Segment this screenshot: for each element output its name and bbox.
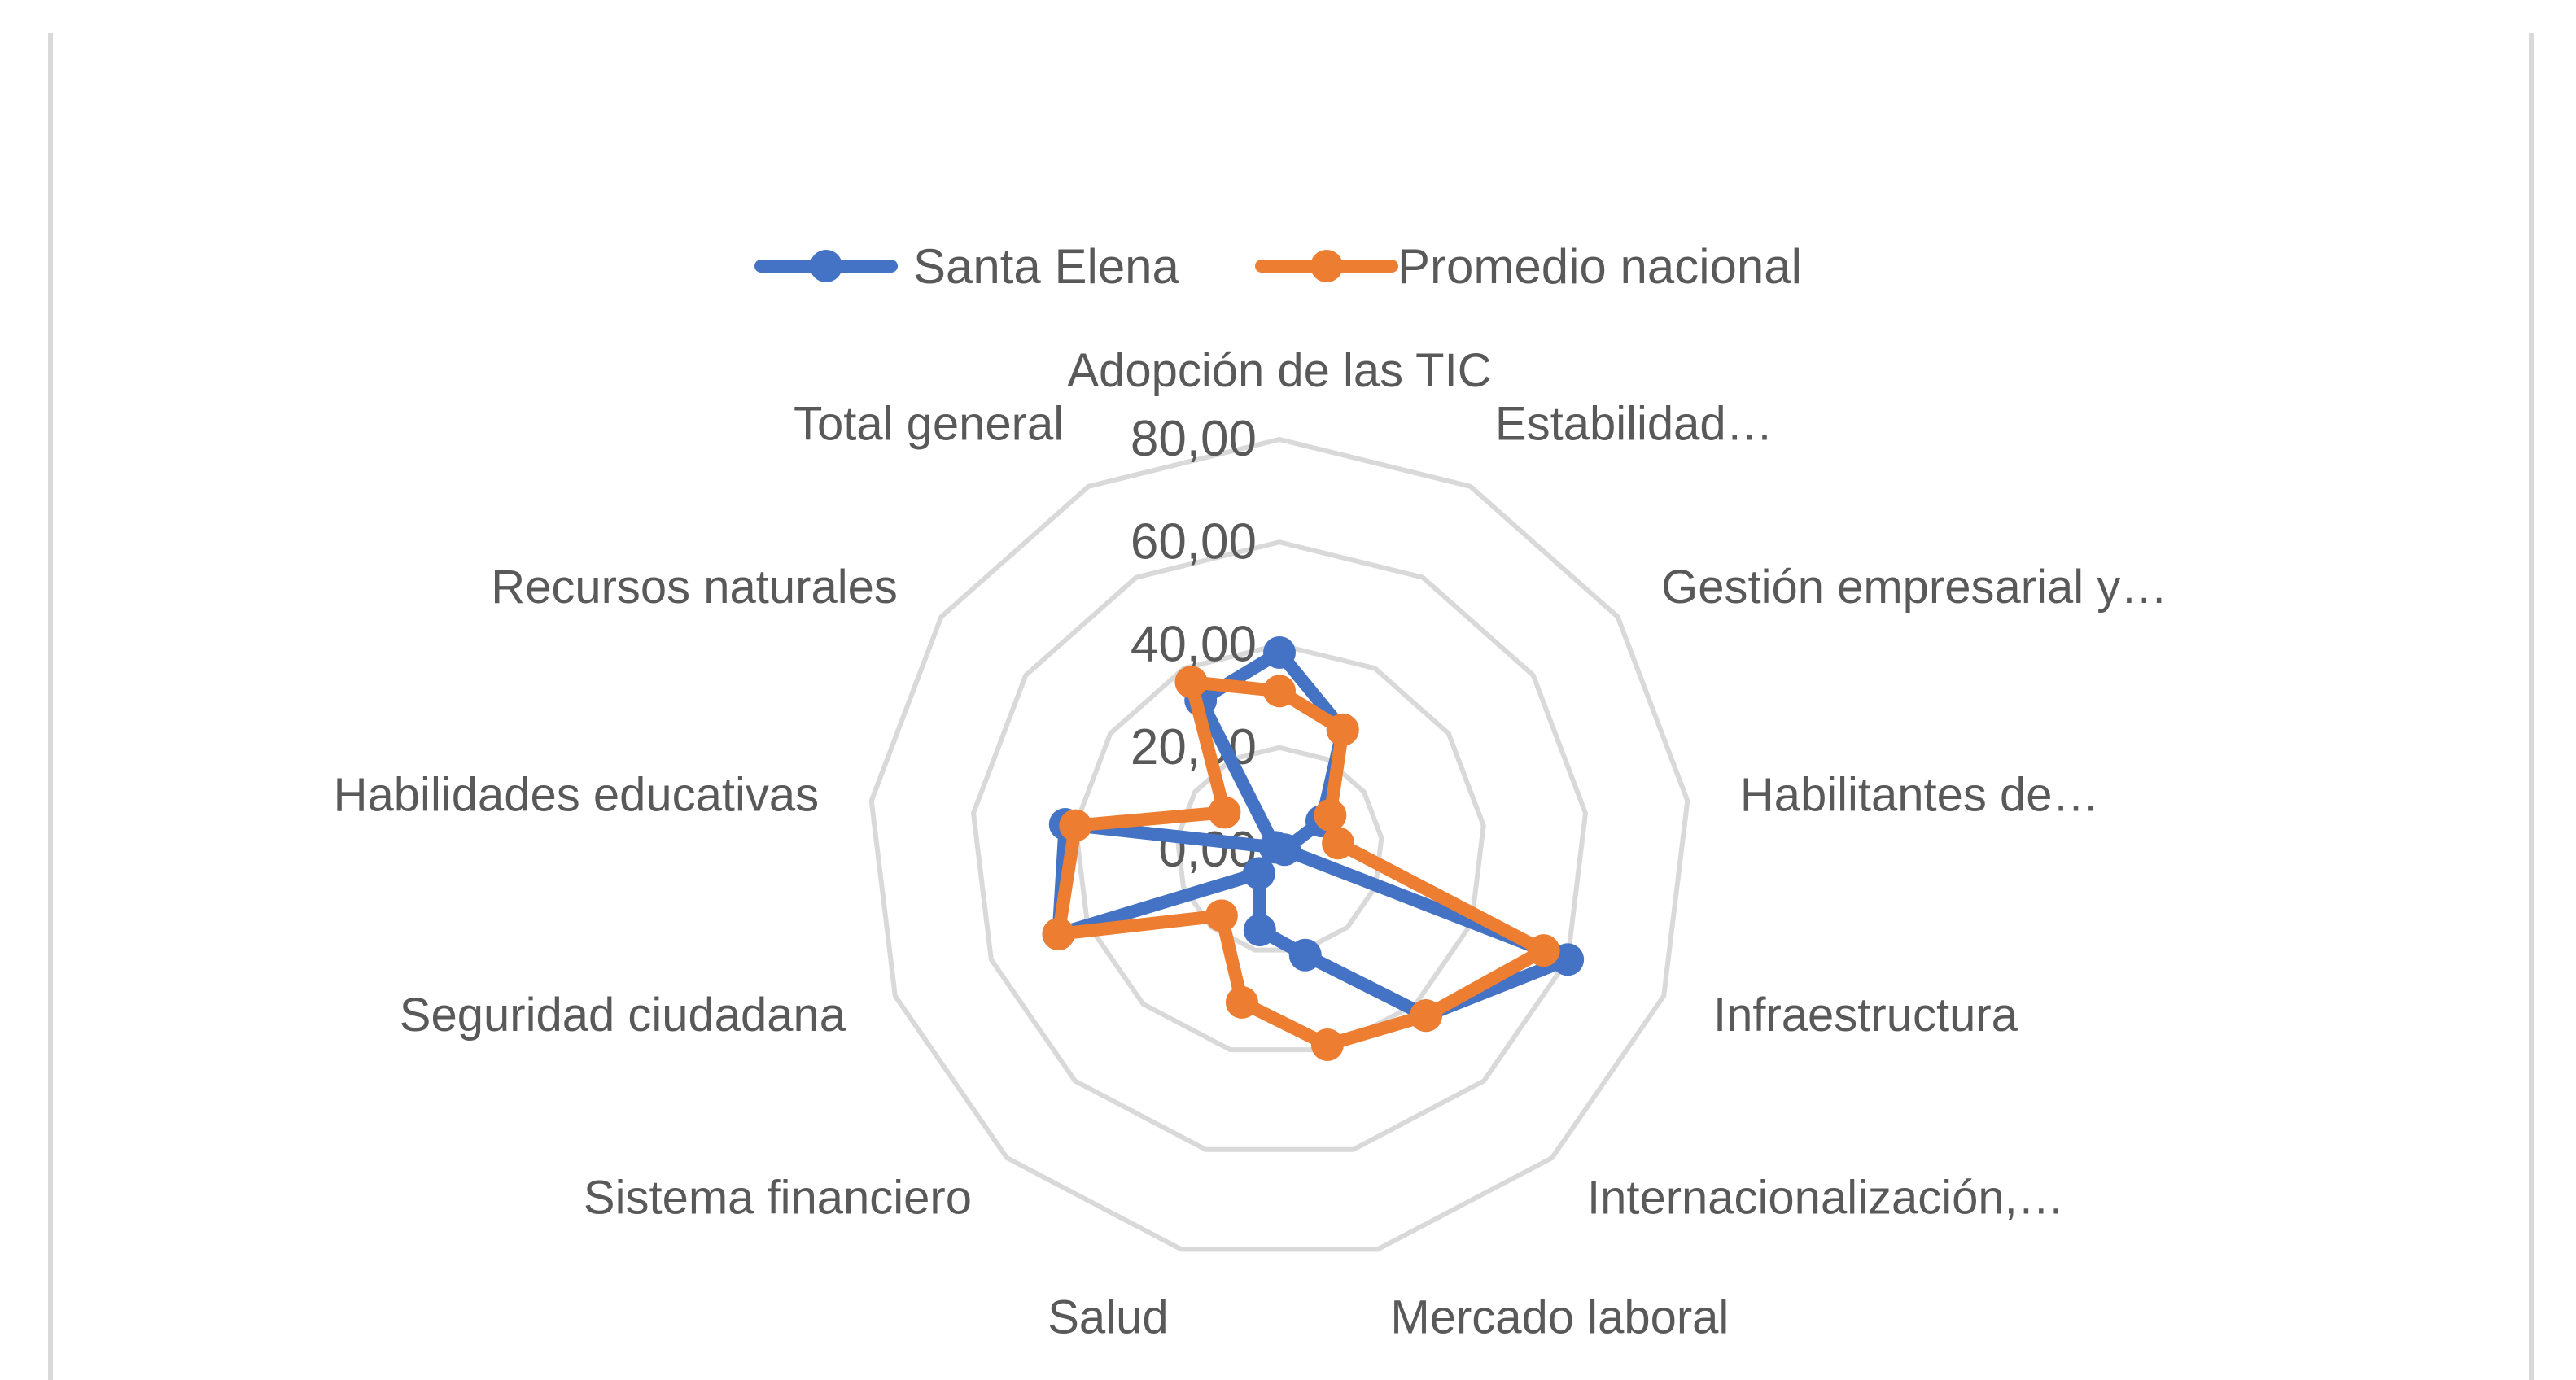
grid-ring (970, 539, 1589, 1152)
series-point (1310, 1028, 1344, 1062)
category-label: Habilidades educativas (334, 768, 819, 821)
radar-grid (868, 436, 1690, 1252)
category-label: Salud (1047, 1290, 1168, 1343)
category-label: Sistema financiero (584, 1172, 972, 1225)
series-point (1258, 831, 1292, 864)
legend: Santa Elena Promedio nacional (754, 239, 1802, 294)
legend-label: Promedio nacional (1397, 239, 1802, 294)
category-label: Habilitantes de… (1740, 768, 2100, 821)
series-point (1263, 635, 1296, 669)
series-point (1242, 857, 1275, 890)
category-label: Estabilidad… (1495, 397, 1773, 450)
series-point (1042, 917, 1075, 950)
series-point (1288, 938, 1322, 972)
category-label: Recursos naturales (491, 561, 898, 614)
grid-ring (1073, 642, 1486, 1053)
category-label: Mercado laboral (1390, 1290, 1729, 1343)
series-point (1263, 675, 1296, 708)
category-label: Internacionalización,… (1587, 1172, 2065, 1225)
radial-tick-label: 40,00 (1131, 617, 1257, 673)
category-label: Total general (794, 397, 1064, 450)
series-point (1208, 796, 1241, 829)
series-point (1527, 934, 1560, 967)
series-point (1205, 899, 1238, 932)
grid-ring (868, 436, 1690, 1252)
category-label: Infraestructura (1713, 989, 2018, 1042)
series-point (1326, 713, 1359, 746)
series-point (1059, 809, 1092, 842)
series-point (1225, 985, 1258, 1019)
series-point (1243, 914, 1276, 947)
legend-marker (1310, 250, 1343, 282)
series-layer (1042, 635, 1585, 1062)
radial-tick-label: 80,00 (1131, 411, 1257, 467)
series-point (1409, 999, 1442, 1033)
category-label: Seguridad ciudadana (400, 989, 846, 1042)
series-point (1314, 798, 1347, 832)
legend-marker (810, 250, 842, 282)
category-label: Gestión empresarial y… (1661, 561, 2167, 614)
grid-ring (1174, 745, 1384, 953)
radial-tick-label: 60,00 (1131, 513, 1257, 570)
series-point (1174, 666, 1208, 699)
category-label: Adopción de las TIC (1067, 344, 1491, 397)
legend-label: Santa Elena (913, 239, 1180, 294)
series-point (1322, 827, 1355, 860)
